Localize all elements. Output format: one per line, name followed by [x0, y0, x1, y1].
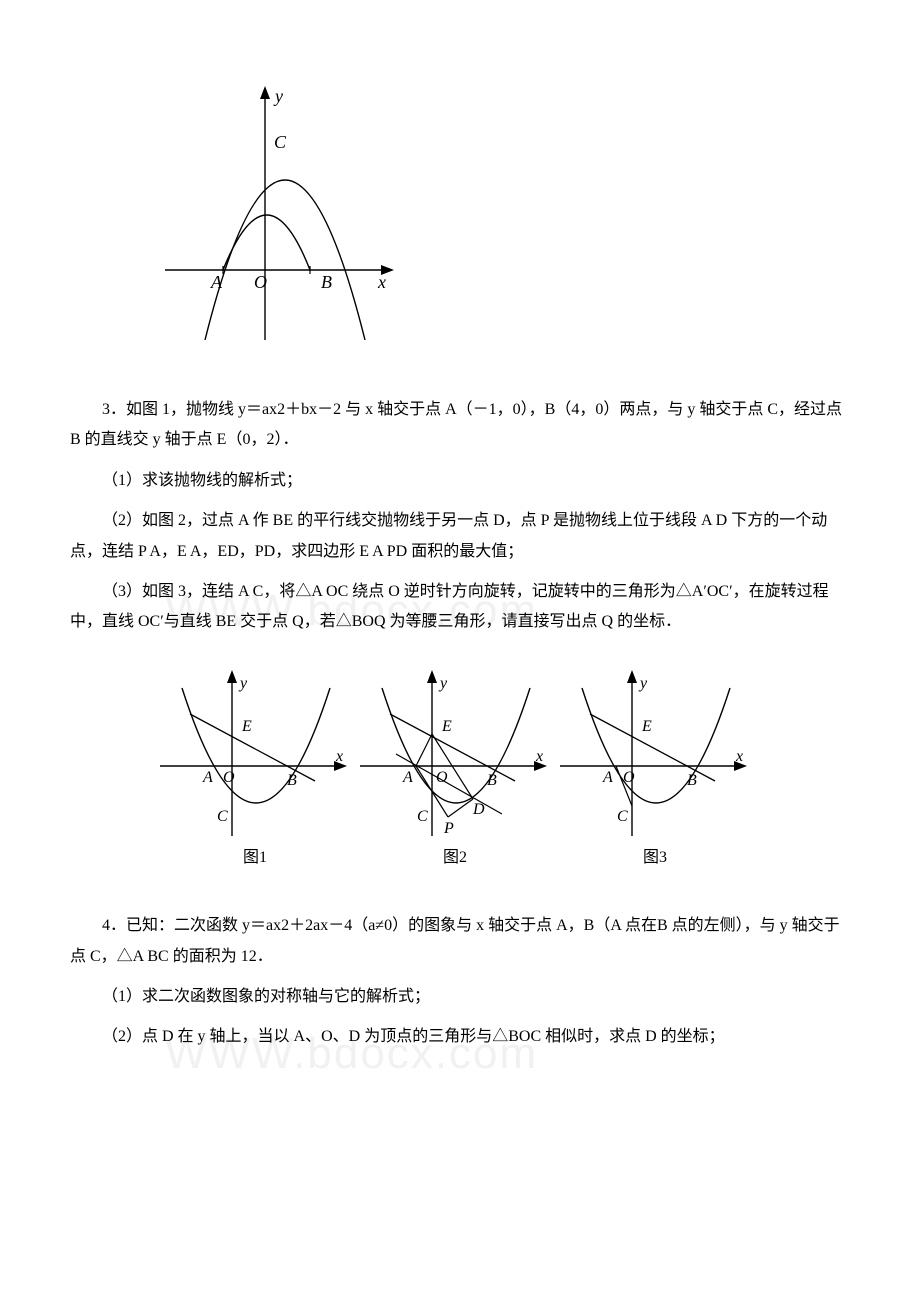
subfigure-1: y E A O B x C 图1	[160, 666, 350, 873]
subfigure-2-svg: y E A O B x C D P	[360, 666, 550, 841]
problem-3-intro: 3．如图 1，抛物线 y＝ax2＋bx－2 与 x 轴交于点 A（－1，0），B…	[70, 395, 850, 456]
problem-3: 3．如图 1，抛物线 y＝ax2＋bx－2 与 x 轴交于点 A（－1，0），B…	[70, 395, 850, 638]
svg-text:B: B	[287, 772, 297, 789]
svg-text:O: O	[223, 769, 235, 786]
svg-text:E: E	[241, 718, 252, 735]
problem-3-sub2: （2）如图 2，过点 A 作 BE 的平行线交抛物线于另一点 D，点 P 是抛物…	[70, 506, 850, 567]
svg-text:x: x	[535, 748, 543, 765]
svg-text:y: y	[438, 675, 448, 692]
figures-row: y E A O B x C 图1 y	[160, 666, 850, 873]
point-label-C: C	[274, 132, 287, 152]
subfigure-2-caption: 图2	[360, 843, 550, 873]
figure-top: y C A O B x	[165, 80, 850, 340]
svg-text:C: C	[217, 808, 228, 825]
point-label-A: A	[210, 272, 223, 292]
svg-text:A: A	[402, 769, 413, 786]
svg-text:D: D	[472, 801, 485, 818]
svg-text:B: B	[687, 772, 697, 789]
origin-label: O	[254, 272, 267, 292]
svg-text:P: P	[443, 820, 454, 837]
svg-text:O: O	[436, 769, 448, 786]
svg-text:O: O	[623, 769, 635, 786]
svg-text:x: x	[335, 748, 343, 765]
subfigure-3-caption: 图3	[560, 843, 750, 873]
subfigure-2: y E A O B x C D P 图2	[360, 666, 550, 873]
svg-text:E: E	[641, 718, 652, 735]
axis-label-y: y	[273, 86, 283, 106]
svg-text:C: C	[617, 808, 628, 825]
subfigure-1-caption: 图1	[160, 843, 350, 873]
svg-text:x: x	[735, 748, 743, 765]
axis-label-x: x	[377, 272, 386, 292]
svg-text:E: E	[441, 718, 452, 735]
svg-text:B: B	[487, 772, 497, 789]
svg-text:A: A	[602, 769, 613, 786]
problem-3-sub3: （3）如图 3，连结 A C，将△A OC 绕点 O 逆时针方向旋转，记旋转中的…	[70, 577, 850, 638]
subfigure-3: y E A O B x C 图3	[560, 666, 750, 873]
parabola-top-svg: y C A O B x	[165, 80, 395, 340]
problem-4: 4．已知：二次函数 y＝ax2＋2ax－4（a≠0）的图象与 x 轴交于点 A，…	[70, 911, 850, 1053]
svg-text:C: C	[417, 808, 428, 825]
point-label-B: B	[321, 272, 332, 292]
problem-4-sub1: （1）求二次函数图象的对称轴与它的解析式；	[70, 982, 850, 1012]
subfigure-1-svg: y E A O B x C	[160, 666, 350, 841]
problem-4-intro: 4．已知：二次函数 y＝ax2＋2ax－4（a≠0）的图象与 x 轴交于点 A，…	[70, 911, 850, 972]
problem-3-sub1: （1）求该抛物线的解析式；	[70, 466, 850, 496]
svg-text:y: y	[238, 675, 248, 692]
problem-4-sub2: （2）点 D 在 y 轴上，当以 A、O、D 为顶点的三角形与△BOC 相似时，…	[70, 1022, 850, 1052]
svg-text:y: y	[638, 675, 648, 692]
svg-text:A: A	[202, 769, 213, 786]
subfigure-3-svg: y E A O B x C	[560, 666, 750, 841]
